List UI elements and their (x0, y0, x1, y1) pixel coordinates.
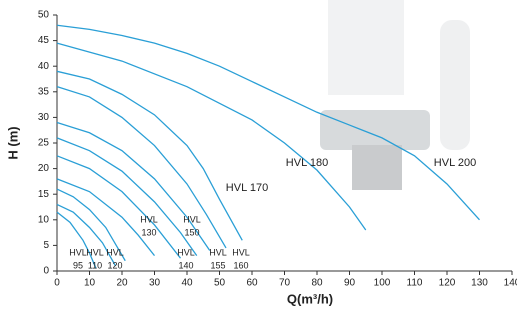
y-tick-label: 25 (38, 138, 50, 149)
x-tick-label: 0 (54, 278, 60, 289)
curve-label: 160 (233, 260, 248, 270)
y-tick-label: 45 (38, 35, 50, 46)
curve-label: 120 (107, 260, 122, 270)
y-tick-label: 50 (38, 10, 50, 21)
curve-label: HVL (232, 247, 250, 257)
x-tick-label: 110 (407, 278, 423, 289)
y-tick-label: 0 (43, 266, 49, 277)
pump-head (320, 110, 430, 150)
y-tick-label: 20 (38, 163, 50, 174)
curve-label: 110 (88, 260, 102, 270)
pump-base (352, 145, 402, 190)
curve-label: HVL (183, 214, 201, 224)
x-axis-title: Q(m³/h) (287, 291, 333, 306)
curve-label: 130 (141, 227, 156, 237)
x-tick-label: 80 (311, 278, 323, 289)
y-tick-label: 30 (38, 112, 50, 123)
pump-body (328, 0, 404, 95)
x-tick-label: 30 (149, 278, 161, 289)
curve-label: HVL (140, 214, 158, 224)
y-tick-label: 15 (38, 189, 50, 200)
curve-label: 140 (178, 260, 193, 270)
curve-label: 150 (184, 227, 199, 237)
pump-curve (57, 156, 181, 258)
chart: Q(m³/h) H (m) 01020304050607080901001101… (0, 0, 517, 313)
curve-label: 155 (210, 260, 225, 270)
x-tick-label: 100 (374, 278, 391, 289)
x-tick-label: 10 (84, 278, 96, 289)
curve-label: HVL (86, 247, 104, 257)
x-tick-label: 50 (214, 278, 226, 289)
x-tick-label: 130 (471, 278, 488, 289)
y-tick-label: 5 (43, 240, 49, 251)
x-tick-label: 140 (504, 278, 517, 289)
x-tick-label: 70 (279, 278, 291, 289)
y-tick-label: 35 (38, 86, 50, 97)
curve-label: HVL (106, 247, 124, 257)
x-tick-label: 90 (344, 278, 356, 289)
curve-label: 95 (73, 260, 83, 270)
x-tick-label: 20 (116, 278, 128, 289)
y-tick-label: 40 (38, 61, 50, 72)
x-tick-label: 60 (246, 278, 258, 289)
curve-label: HVL 170 (226, 182, 268, 194)
curve-label: HVL (209, 247, 227, 257)
y-axis-title: H (m) (5, 126, 20, 159)
curve-label: HVL (177, 247, 195, 257)
curve-label: HVL (69, 247, 87, 257)
curve-label: HVL 200 (434, 157, 476, 169)
x-tick-label: 120 (439, 278, 456, 289)
x-tick-label: 40 (181, 278, 193, 289)
curve-label: HVL 180 (286, 157, 328, 169)
y-tick-label: 10 (38, 214, 50, 225)
pump-pipe (440, 20, 470, 150)
